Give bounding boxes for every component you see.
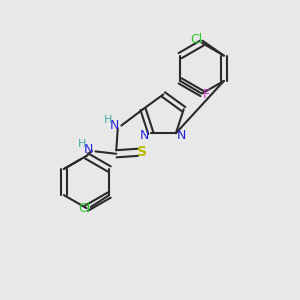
Text: H: H xyxy=(78,139,86,149)
Text: N: N xyxy=(110,119,119,132)
Text: H: H xyxy=(104,115,112,125)
Text: S: S xyxy=(137,145,147,159)
Text: N: N xyxy=(140,129,149,142)
Text: Cl: Cl xyxy=(190,33,203,46)
Text: Cl: Cl xyxy=(78,202,91,215)
Text: N: N xyxy=(177,129,187,142)
Text: F: F xyxy=(203,88,210,101)
Text: N: N xyxy=(84,142,94,155)
